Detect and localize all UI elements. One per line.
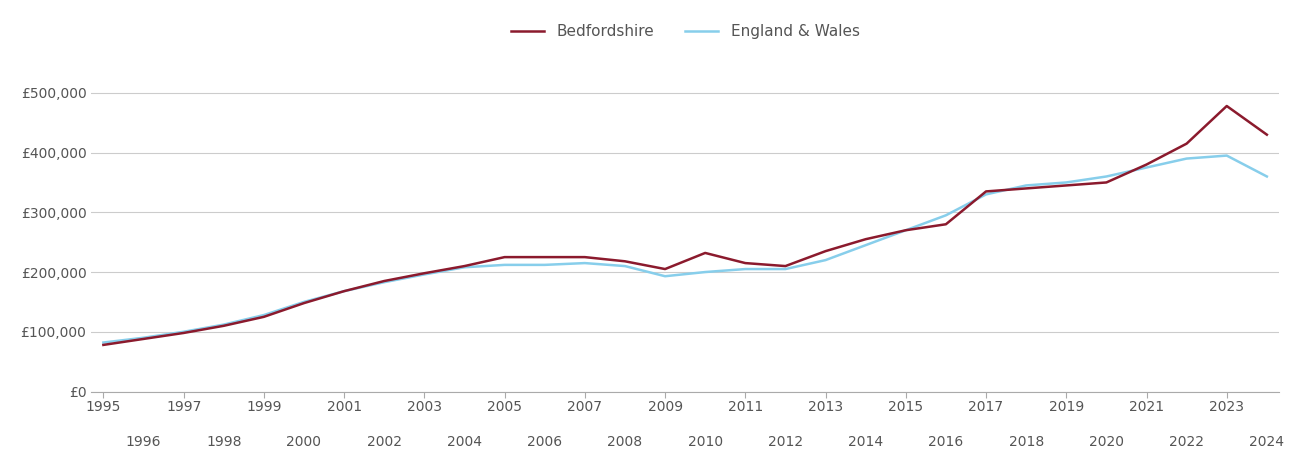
Bedfordshire [1058, 183, 1074, 188]
England & Wales [737, 266, 753, 272]
Line: Bedfordshire: Bedfordshire [103, 106, 1267, 345]
Bedfordshire [457, 263, 472, 269]
England & Wales [1058, 180, 1074, 185]
England & Wales [95, 340, 111, 345]
Bedfordshire [136, 336, 151, 342]
England & Wales [1178, 156, 1194, 161]
Bedfordshire [818, 248, 834, 254]
Bedfordshire [697, 250, 713, 256]
Bedfordshire [215, 323, 231, 328]
Bedfordshire [1139, 162, 1155, 167]
Line: England & Wales: England & Wales [103, 156, 1267, 342]
England & Wales [296, 299, 312, 305]
England & Wales [136, 335, 151, 341]
Bedfordshire [577, 254, 592, 260]
England & Wales [1018, 183, 1034, 188]
England & Wales [416, 272, 432, 277]
Bedfordshire [938, 221, 954, 227]
Bedfordshire [256, 314, 271, 319]
England & Wales [215, 322, 231, 327]
Bedfordshire [979, 189, 994, 194]
England & Wales [1259, 174, 1275, 179]
England & Wales [497, 262, 513, 268]
England & Wales [337, 288, 352, 294]
Bedfordshire [617, 259, 633, 264]
Bedfordshire [1099, 180, 1114, 185]
England & Wales [697, 270, 713, 275]
England & Wales [898, 228, 913, 233]
Bedfordshire [737, 261, 753, 266]
England & Wales [938, 212, 954, 218]
Bedfordshire [536, 254, 552, 260]
Bedfordshire [1018, 186, 1034, 191]
England & Wales [1099, 174, 1114, 179]
England & Wales [176, 329, 192, 334]
England & Wales [577, 261, 592, 266]
Bedfordshire [176, 330, 192, 336]
England & Wales [376, 279, 392, 285]
England & Wales [857, 243, 873, 248]
Bedfordshire [497, 254, 513, 260]
Bedfordshire [337, 288, 352, 294]
Bedfordshire [898, 228, 913, 233]
Bedfordshire [1178, 141, 1194, 146]
Bedfordshire [857, 237, 873, 242]
Bedfordshire [658, 266, 673, 272]
England & Wales [1219, 153, 1235, 158]
Bedfordshire [1259, 132, 1275, 137]
England & Wales [256, 312, 271, 318]
England & Wales [778, 266, 793, 272]
Bedfordshire [416, 270, 432, 276]
England & Wales [536, 262, 552, 268]
Bedfordshire [95, 342, 111, 347]
Bedfordshire [296, 301, 312, 306]
England & Wales [457, 265, 472, 270]
England & Wales [617, 263, 633, 269]
Legend: Bedfordshire, England & Wales: Bedfordshire, England & Wales [505, 18, 865, 45]
Bedfordshire [1219, 104, 1235, 109]
England & Wales [1139, 165, 1155, 170]
Bedfordshire [376, 278, 392, 284]
Bedfordshire [778, 263, 793, 269]
England & Wales [658, 274, 673, 279]
England & Wales [979, 192, 994, 197]
England & Wales [818, 257, 834, 263]
